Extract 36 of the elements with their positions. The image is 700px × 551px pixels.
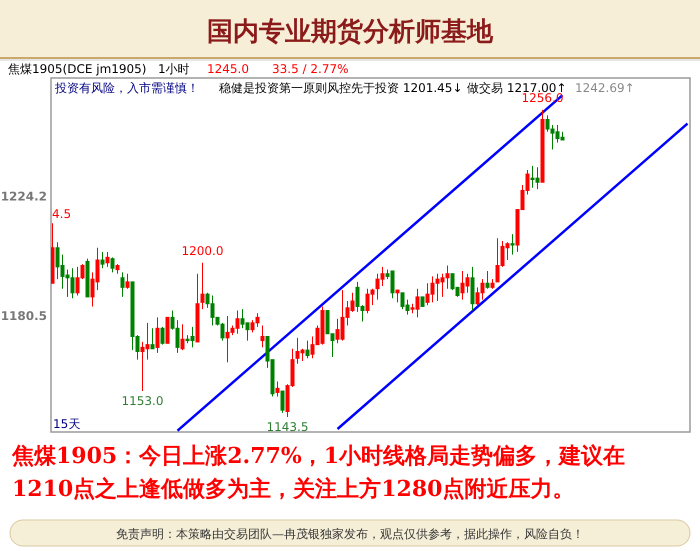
candlestick bbox=[420, 296, 424, 307]
annotation: 1153.0 bbox=[122, 394, 164, 408]
chart-subtitle: 1小时 bbox=[158, 62, 190, 76]
candlestick bbox=[276, 381, 280, 398]
candlestick bbox=[490, 278, 494, 290]
candlestick bbox=[150, 328, 154, 350]
candlestick bbox=[486, 270, 490, 290]
chart-title: 焦煤1905(DCE jm1905) bbox=[8, 62, 146, 76]
y-tick-label: 1224.2 bbox=[0, 190, 47, 204]
annotation: 15天 bbox=[53, 417, 80, 431]
candlestick bbox=[510, 234, 514, 256]
text: 免责声明：本策略由交易团队—冉茂银独家发布，观点仅供参考，据此操作，风险自负！ bbox=[116, 527, 584, 541]
candlestick bbox=[156, 316, 160, 354]
candlestick bbox=[280, 390, 284, 414]
candlestick bbox=[180, 324, 184, 351]
candlestick bbox=[106, 251, 110, 268]
annotation: 4.5 bbox=[52, 207, 72, 221]
candlestick bbox=[100, 251, 104, 269]
text: 国内专业期货分析师基地 bbox=[207, 17, 494, 47]
candlestick bbox=[110, 256, 114, 273]
text: 33.5 / 2.77% bbox=[272, 62, 349, 76]
candlestick bbox=[396, 290, 400, 303]
candlestick bbox=[306, 340, 310, 359]
annotation: 1242.69↑ bbox=[575, 81, 635, 95]
candlestick bbox=[126, 273, 130, 290]
annotation: 1143.5 bbox=[266, 420, 308, 434]
text: 1245.0 bbox=[207, 62, 249, 76]
candlestick bbox=[260, 325, 264, 348]
y-tick-label: 1180.5 bbox=[0, 309, 47, 323]
candlestick bbox=[116, 264, 120, 274]
annotation: 1200.0 bbox=[182, 244, 224, 258]
candlestick bbox=[120, 272, 124, 298]
candlestick bbox=[200, 262, 204, 310]
annotation: 稳健是投资第一原则风控先于投资 1201.45↓ bbox=[219, 81, 462, 95]
candlestick bbox=[160, 326, 164, 346]
annotation: 投资有风险，入市需谨慎！ bbox=[54, 81, 199, 95]
